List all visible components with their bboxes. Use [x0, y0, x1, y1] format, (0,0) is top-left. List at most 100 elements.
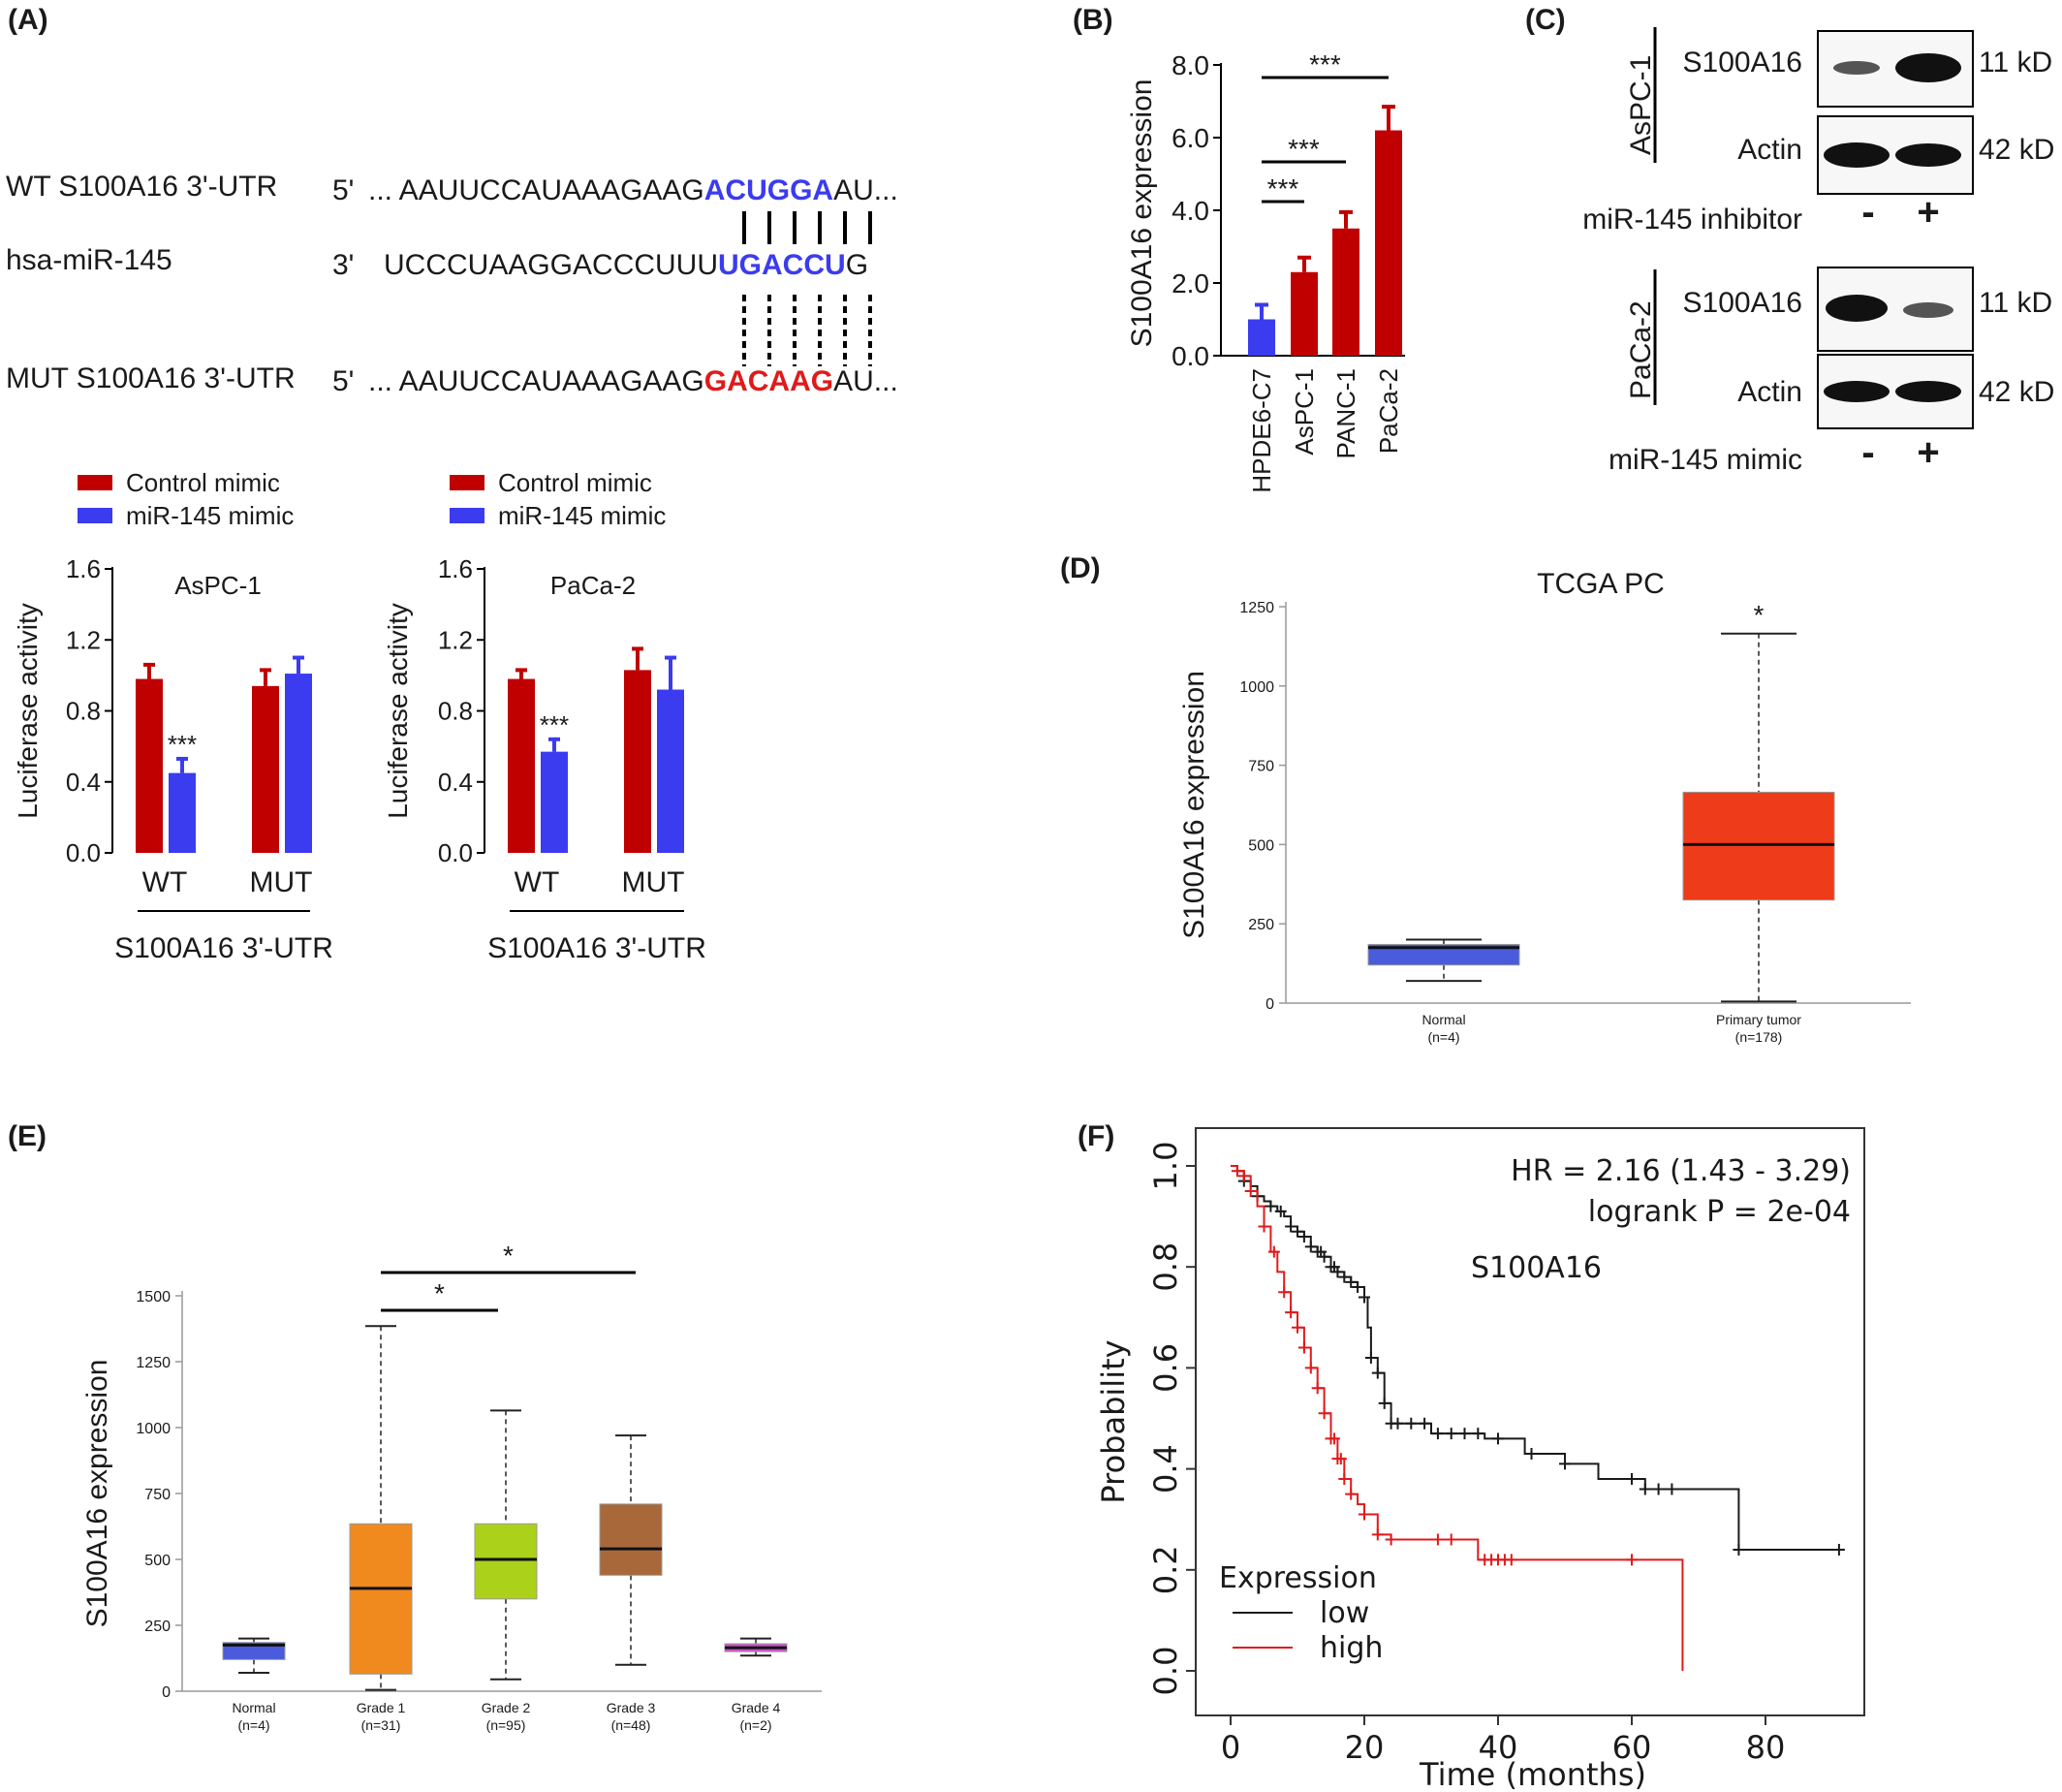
- bar: [285, 674, 312, 853]
- box: [1367, 943, 1520, 966]
- y-tick-label: 1.6: [438, 554, 473, 583]
- significance-marker: *: [503, 1241, 514, 1271]
- censor-mark: [1311, 1382, 1324, 1395]
- wt-utr-end: 5': [332, 174, 354, 206]
- y-tick-label: 250: [1248, 917, 1274, 933]
- y-tick-label: 500: [144, 1553, 171, 1569]
- censor-mark: [1297, 1230, 1310, 1242]
- y-tick-label: 0.2: [1147, 1545, 1184, 1594]
- legend-swatch: [78, 475, 112, 490]
- mir-end: 3': [332, 249, 354, 281]
- censor-mark: [1458, 1428, 1471, 1440]
- x-tick-label: Grade 1: [357, 1700, 406, 1715]
- significance-marker: ***: [1267, 173, 1299, 204]
- censor-mark: [1304, 1241, 1317, 1253]
- censor-mark: [1385, 1533, 1397, 1546]
- bar: [1332, 228, 1359, 356]
- panel-label-b: (B): [1073, 4, 1113, 36]
- y-axis-label: Probability: [1095, 1339, 1132, 1503]
- x-tick-sublabel: (n=2): [739, 1717, 771, 1733]
- blot-row-label: S100A16: [1683, 287, 1802, 319]
- blot-lane-label: +: [1917, 431, 1939, 474]
- bar: [136, 678, 163, 853]
- panel-label-c: (C): [1525, 4, 1566, 36]
- y-axis-label: S100A16 expression: [1178, 671, 1210, 939]
- blot-treatment-label: miR-145 mimic: [1609, 444, 1802, 476]
- blot-row-label: Actin: [1737, 134, 1802, 166]
- censor-mark: [1231, 1165, 1243, 1178]
- blot-lane-label: +: [1917, 191, 1939, 234]
- censor-mark: [1328, 1432, 1340, 1445]
- censor-mark: [1345, 1275, 1358, 1288]
- legend-label: miR-145 mimic: [126, 501, 294, 530]
- box: [1682, 791, 1835, 901]
- censor-mark: [1364, 1351, 1377, 1364]
- x-tick-label: Grade 2: [482, 1700, 531, 1715]
- chart-title: AsPC-1: [174, 571, 262, 600]
- y-tick-label: 250: [144, 1619, 171, 1635]
- sequence-alignment: WT S100A16 3'-UTR 5' ... AAUUCCAUAAAGAAG…: [6, 171, 898, 397]
- censor-mark: [1292, 1321, 1303, 1334]
- censor-mark: [1292, 1225, 1303, 1238]
- gene-label: S100A16: [1471, 1251, 1602, 1285]
- censor-mark: [1371, 1367, 1384, 1379]
- y-tick-label: 1250: [1239, 600, 1274, 616]
- significance-marker: ***: [1309, 49, 1341, 79]
- x-tick-label: WT: [142, 866, 188, 898]
- x-tick-sublabel: (n=48): [611, 1717, 651, 1733]
- y-tick-label: 1250: [136, 1355, 171, 1371]
- censor-mark: [1505, 1554, 1517, 1566]
- x-tick-sublabel: (n=178): [1735, 1029, 1783, 1045]
- mir-label: hsa-miR-145: [6, 244, 172, 276]
- censor-mark: [1318, 1250, 1330, 1263]
- panel-label-a: (A): [8, 4, 48, 36]
- survival-plot: 0 20 40 60 80 0.0 0.2 0.4 0.6 0.8 1.0 Time (months)…: [1095, 1127, 1865, 1792]
- y-tick-label: 0.0: [1172, 341, 1209, 371]
- censor-mark: [1285, 1306, 1297, 1319]
- box: [474, 1523, 538, 1600]
- blot-band: [1903, 302, 1953, 318]
- x-tick-sublabel: (n=95): [486, 1717, 526, 1733]
- significance-marker: *: [434, 1278, 445, 1308]
- y-tick-label: 750: [144, 1487, 171, 1503]
- wt-utr-label: WT S100A16 3'-UTR: [6, 171, 277, 203]
- censor-mark: [1359, 1291, 1370, 1304]
- x-tick-label: AsPC-1: [1290, 368, 1319, 456]
- significance-marker: ***: [168, 730, 197, 759]
- pairing-lines-dashed: [742, 295, 872, 366]
- blot-cell-label: AsPC-1: [1625, 55, 1657, 155]
- blot-band: [1833, 61, 1880, 75]
- logrank-p-text: logrank P = 2e-04: [1588, 1195, 1851, 1229]
- y-tick-label: 1.0: [1147, 1142, 1184, 1191]
- censor-mark: [1666, 1483, 1678, 1495]
- censor-mark: [1832, 1543, 1845, 1556]
- censor-mark: [1258, 1220, 1270, 1233]
- blot-lane-label: -: [1861, 191, 1874, 234]
- blot-band: [1895, 381, 1961, 402]
- x-tick-sublabel: (n=4): [1427, 1029, 1459, 1045]
- censor-mark: [1318, 1407, 1330, 1420]
- blot-treatment-label: miR-145 inhibitor: [1582, 204, 1802, 236]
- y-tick-label: 0.0: [1147, 1647, 1184, 1696]
- x-axis-label: Time (months): [1419, 1756, 1646, 1792]
- wt-utr-sequence: ... AAUUCCAUAAAGAAGACUGGAAU...: [368, 174, 898, 206]
- legend-swatch: [450, 475, 484, 490]
- censor-mark: [1626, 1554, 1638, 1566]
- y-tick-label: 1.2: [66, 625, 101, 654]
- plot-frame: [1195, 1127, 1865, 1716]
- censor-mark: [1445, 1428, 1457, 1440]
- y-tick-label: 0.8: [1147, 1242, 1184, 1292]
- censor-mark: [1733, 1543, 1745, 1556]
- x-tick-label: 60: [1612, 1729, 1652, 1766]
- censor-mark: [1445, 1533, 1457, 1546]
- x-tick-label: 0: [1221, 1729, 1240, 1766]
- censor-mark: [1639, 1483, 1651, 1495]
- x-axis-label: S100A16 3'-UTR: [487, 932, 706, 964]
- bar: [508, 678, 535, 853]
- y-tick-label: 500: [1248, 837, 1274, 854]
- significance-marker: ***: [540, 710, 569, 739]
- y-tick-label: 6.0: [1172, 123, 1209, 153]
- x-tick-label: Normal: [1422, 1012, 1465, 1027]
- y-tick-label: 2.0: [1172, 268, 1209, 299]
- x-tick-label: Grade 3: [607, 1700, 656, 1715]
